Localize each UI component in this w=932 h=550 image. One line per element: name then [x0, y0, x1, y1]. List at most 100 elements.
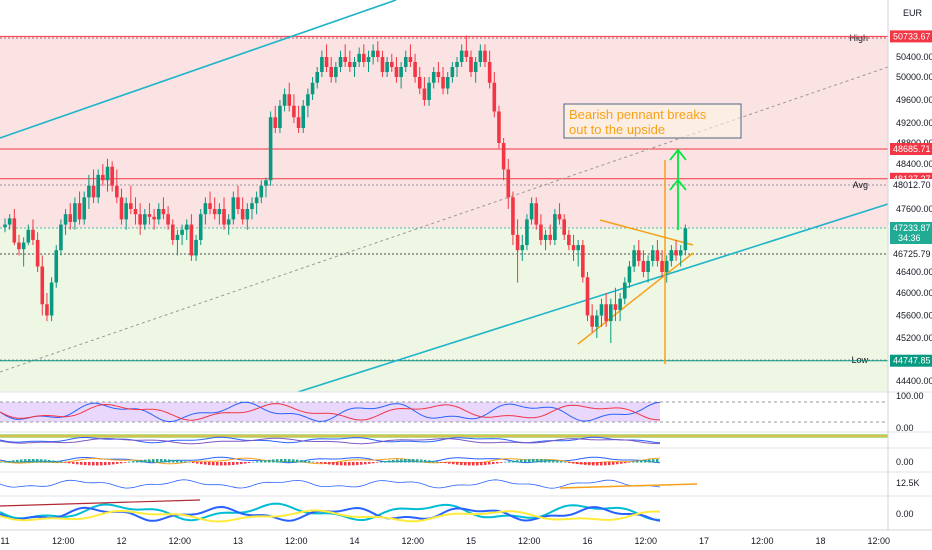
candle-body-119 — [557, 214, 562, 220]
macd-hist-bar — [28, 459, 31, 463]
macd-hist-bar — [44, 459, 47, 463]
macd-hist-bar — [448, 462, 451, 464]
macd-hist-bar — [324, 462, 327, 464]
x-tick-11: 12:00 — [634, 536, 657, 546]
macd-hist-bar — [656, 459, 659, 463]
pane2-signal — [0, 437, 660, 445]
candle-body-93 — [436, 72, 441, 77]
candle-body-115 — [539, 224, 543, 240]
macd-hist-bar — [596, 462, 599, 466]
macd-hist-bar — [560, 461, 563, 463]
target-arrow-head-upper — [669, 148, 687, 161]
y-tick-13: 50400.00 — [896, 52, 932, 62]
candle-body-78 — [366, 57, 371, 62]
macd-hist-bar — [160, 459, 163, 463]
macd-hist-bar — [540, 459, 543, 463]
y-tick-0: 44400.00 — [896, 376, 932, 386]
price-label-bg-6 — [890, 248, 932, 260]
candle-body-133 — [622, 282, 627, 299]
candle-body-61 — [287, 94, 292, 106]
candle-body-127 — [595, 315, 599, 327]
candle-body-54 — [254, 197, 259, 204]
macd-hist-bar — [504, 461, 507, 463]
macd-hist-bar — [528, 459, 531, 463]
macd-hist-bar — [648, 459, 651, 463]
candle-body-84 — [394, 67, 399, 77]
macd-hist-bar — [440, 462, 443, 463]
y-tick-8: 48400.00 — [896, 159, 932, 169]
lower-support-line[interactable] — [297, 203, 889, 393]
candle-body-36 — [170, 224, 175, 240]
annotation-box[interactable]: Bearish pennant breaks out to the upside — [563, 103, 742, 139]
candle-body-124 — [581, 245, 585, 278]
candle-body-77 — [362, 53, 366, 62]
macd-hist-bar — [164, 459, 167, 463]
indicator-label-3: 12.5K — [896, 478, 920, 488]
macd-hist-bar — [8, 460, 11, 463]
price-badge-text-1: 50733.67 — [893, 31, 931, 41]
annotation-line-1: Bearish pennant breaks — [569, 107, 707, 122]
candle-body-18 — [87, 185, 91, 198]
macd-hist-bar — [80, 462, 83, 465]
candle-body-71 — [334, 67, 338, 77]
candle-body-130 — [609, 304, 613, 322]
time-axis[interactable]: 11 12:00 12 12:00 13 12:00 14 12:00 15 12:00 16 12:… — [0, 536, 890, 546]
candle-body-87 — [408, 57, 413, 62]
upper-channel-line[interactable] — [0, 0, 397, 139]
candle-body-141 — [660, 260, 664, 272]
macd-hist-bar — [244, 462, 247, 464]
macd-hist-bar — [84, 462, 87, 466]
candle-body-3 — [17, 242, 21, 250]
pennant-upper-line[interactable] — [599, 219, 694, 246]
macd-hist-bar — [300, 460, 303, 463]
macd-hist-bar — [432, 460, 435, 463]
macd-hist-bar — [348, 462, 351, 466]
macd-hist-bar — [520, 459, 523, 463]
candle-body-102 — [478, 50, 483, 62]
macd-hist-bar — [188, 461, 191, 463]
candle-body-21 — [101, 174, 105, 181]
macd-hist-bar — [296, 459, 299, 463]
macd-hist-bar — [608, 462, 611, 466]
candle-body-66 — [310, 82, 315, 95]
level-label-7: Low — [851, 355, 868, 365]
macd-hist-bar — [196, 462, 199, 464]
price-badge-8 — [890, 354, 932, 367]
candle-body-101 — [473, 62, 478, 72]
macd-hist-bar — [328, 462, 331, 465]
candle-body-48 — [226, 219, 231, 225]
macd-hist-bar — [128, 461, 131, 463]
candle-body-42 — [198, 214, 203, 240]
y-tick-5: 46400.00 — [896, 267, 932, 277]
candle-body-135 — [632, 250, 636, 267]
candle-body-20 — [96, 174, 100, 198]
macd-hist-bar — [412, 459, 415, 463]
osc-line-3 — [0, 509, 661, 523]
price-axis[interactable]: 44400.0044800.0045200.0045600.0046000.00… — [890, 30, 932, 386]
macd-hist-bar — [588, 462, 591, 466]
candle-body-83 — [389, 62, 394, 67]
macd-hist-bar — [76, 462, 79, 465]
trendline-drawings[interactable] — [0, 0, 889, 393]
candle-body-6 — [31, 229, 35, 240]
annotation-line-2: out to the upside — [569, 122, 665, 137]
x-tick-5: 12:00 — [285, 536, 308, 546]
macd-hist-bar — [132, 461, 135, 463]
osc-line-1 — [0, 502, 661, 522]
macd-hist-bar — [92, 462, 95, 466]
macd-hist-bar — [464, 462, 467, 466]
candle-body-100 — [469, 57, 473, 72]
macd-hist-bar — [476, 462, 479, 466]
candle-body-24 — [115, 185, 119, 198]
candle-body-9 — [45, 304, 49, 316]
countdown-text: 34:36 — [898, 233, 921, 243]
macd-hist-bar — [344, 462, 347, 466]
indicator-pane-3 — [0, 472, 888, 496]
macd-hist-bar — [176, 460, 179, 463]
candle-body-57 — [268, 117, 273, 181]
candle-body-50 — [236, 197, 240, 209]
macd-hist-bar — [284, 459, 287, 463]
macd-hist-bar — [4, 461, 7, 463]
macd-hist-bar — [20, 459, 23, 463]
